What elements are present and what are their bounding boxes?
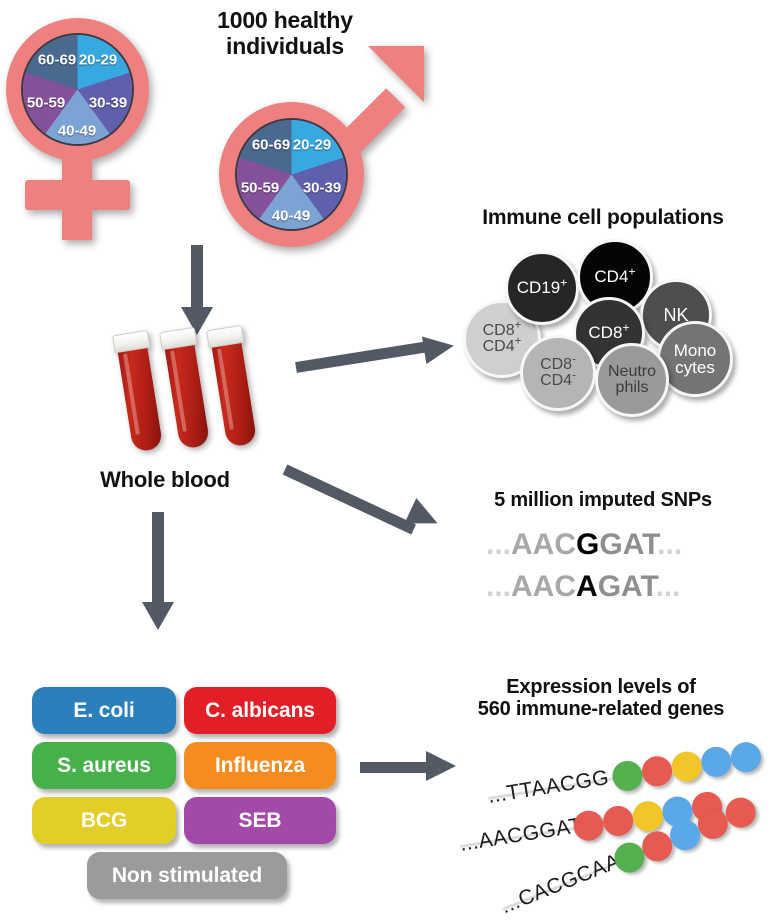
cell-label-line1: CD8+ [482,319,522,339]
cell-monocytes: Mono cytes [657,321,733,397]
pie-label-30-39: 30-39 [88,94,128,112]
label-whole-blood: Whole blood [100,467,230,492]
cell-label-line1: CD8- [540,353,576,373]
snp-prefix-bases: AAC [511,570,577,603]
arrow-blood-to-stimuli [140,512,180,642]
expression-bead [630,799,665,834]
cell-label: CD19+ [516,275,568,298]
stimulus-influenza[interactable]: Influenza [184,742,336,789]
cell-label-line2: CD4+ [482,335,522,355]
expression-bead [669,749,704,784]
snp-prefix-ellipsis: ... [486,528,512,561]
expression-bead [699,744,734,780]
female-symbol-crossbar [25,180,130,210]
expression-bead [728,739,764,775]
snp-highlight-base: G [576,528,600,561]
expression-bead [639,754,675,789]
cell-cd8-cd4-double-negative: CD8- CD4- [520,335,596,411]
arrow-stimuli-to-expression [360,751,480,792]
section-title-expression-line1: Expression levels of [506,676,696,698]
stimulus-seb[interactable]: SEB [184,797,336,844]
pie-label-50-59: 50-59 [26,94,66,112]
cell-label-line2: CD4- [540,369,576,389]
female-symbol: 20-29 30-39 40-49 50-59 60-69 [0,10,200,240]
snp-suffix-ellipsis: ... [655,570,681,603]
cell-cd19: CD19+ [505,251,579,325]
snp-highlight-base: A [576,570,598,603]
cell-label: CD8+ [588,320,630,343]
stimuli-panel: E. coli C. albicans S. aureus Influenza … [32,687,336,899]
section-title-expression: Expression levels of 560 immune-related … [436,676,766,721]
pie-label-40-49: 40-49 [271,207,311,225]
snp-sequence-row: ...AACGGAT... [486,528,682,562]
snp-prefix-bases: AAC [511,528,577,561]
stimulus-non-stimulated[interactable]: Non stimulated [87,852,287,899]
snp-prefix-ellipsis: ... [486,570,512,603]
male-symbol: 20-29 30-39 40-49 50-59 60-69 [205,46,425,250]
stimulus-e-coli[interactable]: E. coli [32,687,176,734]
snp-sequence-row: ...AACAGAT... [486,570,680,604]
pie-label-20-29: 20-29 [78,51,118,69]
pie-label-50-59: 50-59 [240,179,280,197]
snp-suffix-ellipsis: ... [657,528,683,561]
arrow-shaft [191,245,203,315]
section-title-immune-cells: Immune cell populations [482,206,724,229]
page-title-cohort: 1000 healthy individuals [217,7,353,59]
stimulus-c-albicans[interactable]: C. albicans [184,687,336,734]
stimulus-bcg[interactable]: BCG [32,797,176,844]
cell-label: NK [663,304,689,325]
arrow-shaft [152,512,164,610]
pie-label-20-29: 20-29 [292,136,332,154]
pie-label-60-69: 60-69 [251,136,291,154]
cell-neutrophils: Neutro phils [595,343,669,417]
expression-bead [601,803,636,839]
female-age-pie [21,33,134,146]
arrow-head [426,751,456,781]
cell-label-line2: cytes [675,358,715,377]
arrow-blood-to-immune-cells [295,330,471,380]
arrow-blood-to-snps [282,440,465,550]
pie-slice-60-69 [237,120,346,229]
strand-sequence: ...AACGGAT [458,813,584,856]
cell-label-line1: Neutro [607,362,657,380]
pie-label-30-39: 30-39 [302,179,342,197]
section-title-expression-line2: 560 immune-related genes [477,698,725,721]
strand-sequence: ...CACGCAA [497,849,624,919]
snp-suffix-bases: GAT [597,570,656,603]
expression-bead [610,758,645,794]
pie-label-40-49: 40-49 [57,122,97,140]
snp-suffix-bases: GAT [599,528,658,561]
arrow-head [142,602,174,630]
section-title-snps: 5 million imputed SNPs [494,489,712,511]
immune-cell-cluster: CD8+ CD4+ CD19+ CD4+ NK CD8+ Mono cytes … [450,235,760,417]
cell-label: CD4+ [594,264,636,287]
arrow-shaft [282,464,417,535]
pie-slice-60-69 [23,35,132,144]
snp-sequences: ...AACGGAT... ...AACAGAT... [470,528,750,618]
cell-label-line2: phils [615,379,649,396]
whole-blood-tubes [110,324,290,470]
arrow-shaft [360,762,430,773]
arrow-shaft [295,340,431,373]
strand-sequence: ...TTAACGG [486,765,611,808]
pie-label-60-69: 60-69 [37,51,77,69]
expression-strands: ...TTAACGG ...AACGGAT ...CACGCAA [458,735,771,918]
cell-label-line1: Mono [673,340,717,360]
stimulus-s-aureus[interactable]: S. aureus [32,742,176,789]
male-age-pie [235,118,348,231]
